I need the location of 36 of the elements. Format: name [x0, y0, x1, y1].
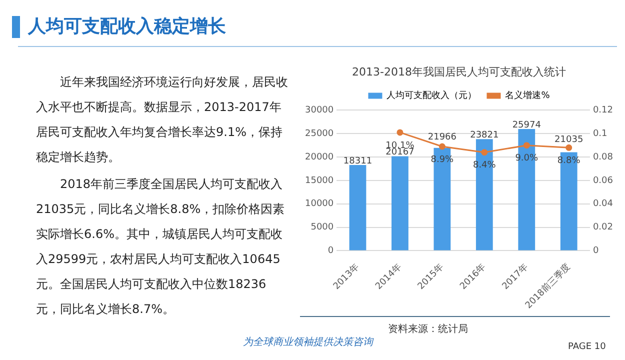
data-label: 23821 — [470, 130, 499, 140]
legend-label: 名义增速% — [505, 90, 550, 102]
data-label: 21035 — [554, 135, 584, 146]
text: 2018年前三季度全国居民人均可支配收入21035元，同比名义增长8.8%，扣除价格因素实际增长6.6%。其中，城镇居民人均可支配收入29599元，农村居民人均可支配收入10645元。全国居民人均可支配收入中位数18236元，同比名义增长8.7%。 — [36, 176, 286, 318]
bar — [392, 156, 408, 250]
point — [438, 143, 446, 150]
y-tick-label: 10000 — [304, 199, 334, 210]
y2-tick-label: 0.02 — [592, 222, 614, 233]
data-label: 20167 — [386, 148, 414, 158]
data-label: 25974 — [512, 120, 542, 130]
point — [481, 149, 488, 156]
chart-subtitle: 2013-2018年我国居民人均可支配收入统计 — [352, 65, 566, 78]
y2-tick-label: 0.06 — [592, 176, 614, 186]
y2-tick-label: 0 — [592, 246, 599, 256]
y2-tick-label: 0.12 — [592, 106, 614, 116]
y2-tick-label: 0.08 — [592, 152, 614, 162]
text: PAGE 10 — [568, 342, 606, 352]
y2-tick-label: 0.1 — [592, 128, 608, 139]
text: 人均可支配收入稳定增长 — [28, 15, 226, 38]
point — [396, 129, 404, 136]
data-label: 21966 — [428, 132, 457, 143]
text: 近年来我国经济环境运行向好发展，居民收入水平也不断提高。数据显示，2013-2017年居民可支配收入年均复合增长率达9.1%，保持稳定增长趋势。 — [36, 74, 288, 166]
y-tick-label: 20000 — [304, 152, 334, 162]
point — [523, 142, 530, 149]
y-tick-label: 0 — [328, 246, 334, 256]
y-tick-label: 30000 — [304, 106, 334, 116]
data-label: 18311 — [343, 156, 372, 166]
bar — [349, 164, 366, 250]
legend-label: 人均可支配收入（元） — [386, 90, 477, 102]
point — [566, 144, 572, 151]
y-tick-label: 15000 — [304, 176, 334, 186]
y-tick-label: 25000 — [304, 128, 334, 139]
text: 为全球商业领袖提供决策咨询 — [243, 336, 373, 350]
y-tick-label: 5000 — [310, 222, 334, 233]
text: 资料来源：统计局 — [388, 322, 468, 336]
y2-tick-label: 0.04 — [592, 199, 614, 210]
